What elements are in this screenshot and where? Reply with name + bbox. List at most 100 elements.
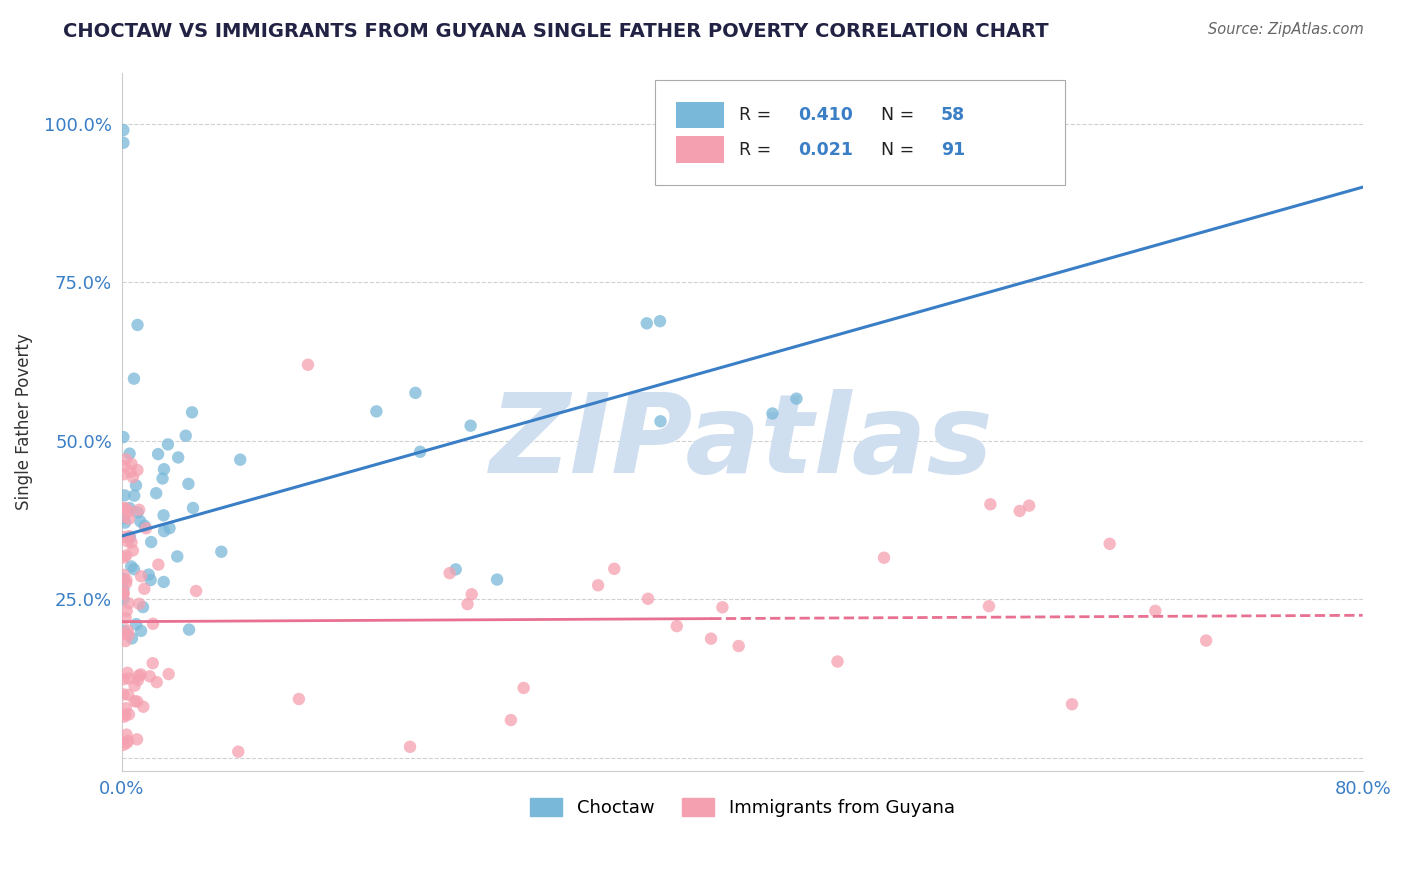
- Point: [118, 707, 141, 722]
- Point: [112, 672, 135, 686]
- Point: [486, 573, 509, 587]
- Point: [152, 471, 174, 485]
- Point: [785, 392, 807, 406]
- Point: [112, 572, 135, 586]
- Point: [129, 514, 152, 528]
- Point: [135, 521, 157, 535]
- Point: [167, 450, 190, 465]
- Point: [142, 616, 165, 631]
- Point: [121, 632, 143, 646]
- Point: [115, 452, 138, 467]
- Point: [139, 669, 162, 683]
- Point: [134, 582, 156, 596]
- Point: [112, 582, 135, 597]
- Point: [603, 562, 626, 576]
- Point: [115, 576, 138, 591]
- Point: [117, 596, 139, 610]
- Text: Source: ZipAtlas.com: Source: ZipAtlas.com: [1208, 22, 1364, 37]
- Point: [112, 586, 135, 600]
- Point: [181, 405, 204, 419]
- Point: [174, 428, 197, 442]
- Point: [512, 681, 534, 695]
- Point: [127, 694, 149, 708]
- Point: [157, 667, 180, 681]
- Point: [112, 626, 135, 640]
- Point: [114, 701, 136, 715]
- Point: [128, 668, 150, 682]
- Point: [444, 562, 467, 576]
- Text: N =: N =: [882, 106, 920, 124]
- Point: [457, 597, 479, 611]
- Point: [112, 568, 135, 582]
- Point: [159, 521, 181, 535]
- Point: [181, 500, 204, 515]
- Text: 91: 91: [941, 141, 965, 159]
- Text: 58: 58: [941, 106, 965, 124]
- Point: [711, 600, 734, 615]
- Point: [122, 562, 145, 576]
- Point: [727, 639, 749, 653]
- Point: [128, 503, 150, 517]
- Point: [399, 739, 422, 754]
- Point: [112, 687, 135, 701]
- Point: [124, 694, 146, 708]
- Point: [114, 488, 136, 502]
- Point: [139, 573, 162, 587]
- Point: [148, 558, 170, 572]
- Text: R =: R =: [738, 141, 776, 159]
- Point: [118, 447, 141, 461]
- Point: [128, 597, 150, 611]
- Text: N =: N =: [882, 141, 920, 159]
- Point: [404, 385, 426, 400]
- Point: [114, 611, 136, 625]
- Point: [112, 624, 135, 638]
- Point: [118, 511, 141, 525]
- Point: [1144, 604, 1167, 618]
- Point: [132, 699, 155, 714]
- Point: [129, 624, 152, 638]
- Point: [409, 444, 432, 458]
- Point: [112, 592, 135, 607]
- FancyBboxPatch shape: [655, 80, 1064, 185]
- Point: [112, 123, 135, 137]
- Point: [366, 404, 388, 418]
- Point: [637, 591, 659, 606]
- Point: [112, 511, 135, 525]
- Text: 0.021: 0.021: [799, 141, 853, 159]
- Point: [138, 567, 160, 582]
- Point: [129, 667, 152, 681]
- Point: [297, 358, 319, 372]
- Point: [114, 501, 136, 516]
- Point: [127, 318, 149, 332]
- Text: R =: R =: [738, 106, 776, 124]
- Point: [124, 679, 146, 693]
- Point: [118, 672, 141, 686]
- Point: [145, 675, 167, 690]
- Point: [177, 476, 200, 491]
- Point: [156, 437, 179, 451]
- Point: [115, 728, 138, 742]
- Point: [761, 407, 783, 421]
- Point: [117, 733, 139, 747]
- Point: [117, 688, 139, 702]
- Point: [114, 634, 136, 648]
- Point: [125, 617, 148, 632]
- Point: [112, 586, 135, 600]
- Point: [120, 559, 142, 574]
- Point: [127, 673, 149, 687]
- Point: [134, 518, 156, 533]
- Point: [177, 623, 200, 637]
- Point: [117, 624, 139, 638]
- Point: [125, 732, 148, 747]
- Point: [979, 497, 1001, 511]
- Point: [873, 550, 896, 565]
- Point: [153, 462, 176, 476]
- Point: [1060, 698, 1083, 712]
- Point: [226, 745, 249, 759]
- Point: [166, 549, 188, 564]
- Point: [112, 530, 135, 544]
- Point: [115, 573, 138, 587]
- Point: [127, 463, 149, 477]
- Point: [118, 501, 141, 516]
- Point: [125, 478, 148, 492]
